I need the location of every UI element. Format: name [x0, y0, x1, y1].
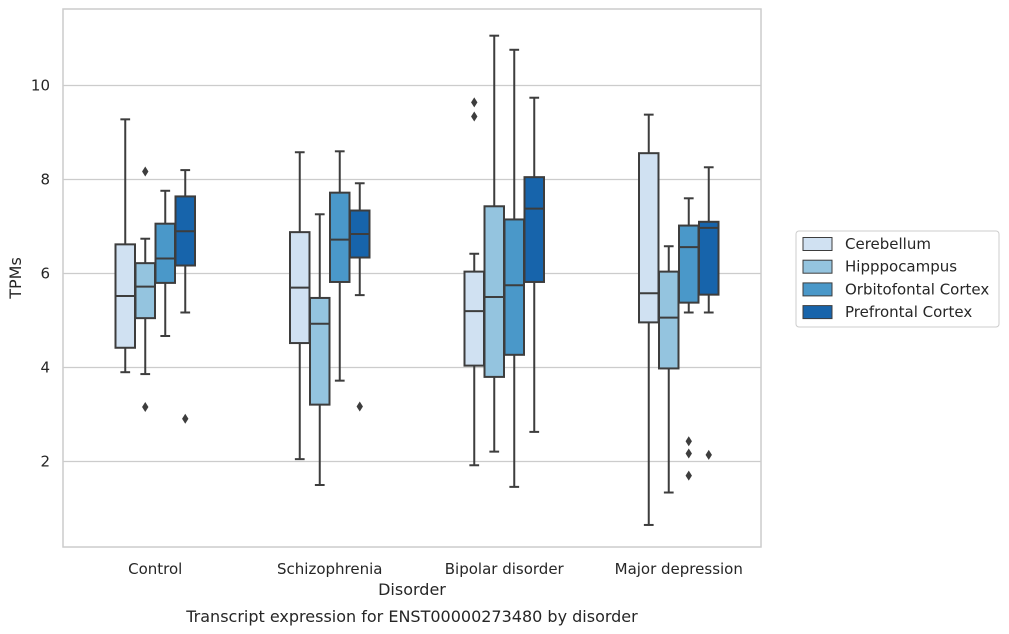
- iqr-box: [154, 222, 176, 284]
- legend-frame: [795, 230, 1000, 328]
- outlier-point: [685, 448, 692, 459]
- iqr-box: [698, 220, 720, 296]
- legend-swatch: [802, 282, 833, 297]
- y-tick-label: 10: [31, 77, 50, 95]
- box-hipppocampus: [134, 166, 156, 412]
- legend-swatch: [802, 259, 833, 274]
- y-tick-label: 2: [40, 453, 50, 471]
- outlier-point: [182, 413, 189, 424]
- legend: Cerebellum Hipppocampus Orbitofontal Corte…: [795, 230, 1000, 328]
- iqr-box: [309, 296, 331, 406]
- box-orbitofontal-cortex: [503, 48, 525, 488]
- box-hipppocampus: [658, 245, 680, 494]
- iqr-box: [483, 205, 505, 378]
- outlier-point: [142, 166, 149, 177]
- box-hipppocampus: [309, 213, 331, 486]
- iqr-box: [658, 270, 680, 370]
- box-prefrontal-cortex: [349, 182, 371, 412]
- box-prefrontal-cortex: [523, 96, 545, 433]
- box-prefrontal-cortex: [698, 166, 720, 460]
- iqr-box: [503, 218, 525, 356]
- y-axis-ticks: 2 4 6 8 10: [31, 77, 50, 471]
- outlier-point: [142, 401, 149, 412]
- box-cerebellum: [114, 118, 136, 374]
- outlier-point: [471, 97, 478, 108]
- outlier-point: [471, 111, 478, 122]
- iqr-box: [463, 270, 485, 367]
- box-cerebellum: [463, 97, 485, 467]
- y-tick-label: 6: [40, 265, 50, 283]
- y-tick-label: 8: [40, 171, 50, 189]
- iqr-box: [329, 191, 351, 283]
- x-tick-label: Major depression: [615, 560, 743, 578]
- box-orbitofontal-cortex: [329, 150, 351, 382]
- box-orbitofontal-cortex: [154, 189, 176, 338]
- chart-caption: Transcript expression for ENST0000027348…: [185, 607, 638, 626]
- plot-frame: [62, 8, 762, 548]
- x-axis-title: Disorder: [378, 580, 446, 599]
- iqr-box: [134, 262, 156, 320]
- box-hipppocampus: [483, 34, 505, 453]
- box-cerebellum: [289, 151, 311, 461]
- legend-swatch: [802, 237, 833, 251]
- outlier-point: [705, 449, 712, 460]
- outlier-point: [685, 470, 692, 481]
- outlier-point: [356, 401, 363, 412]
- legend-label: Prefrontal Cortex: [845, 303, 972, 321]
- legend-swatch: [802, 305, 833, 320]
- x-tick-label: Schizophrenia: [277, 560, 382, 578]
- box-prefrontal-cortex: [174, 169, 196, 424]
- x-axis-ticks: Control Schizophrenia Bipolar disorder Majo…: [128, 560, 743, 578]
- y-tick-label: 4: [40, 359, 50, 377]
- x-tick-label: Bipolar disorder: [445, 560, 565, 578]
- box-plots: [114, 34, 720, 526]
- y-axis-title: TPMs: [6, 257, 25, 300]
- iqr-box: [638, 152, 660, 324]
- iqr-box: [523, 176, 545, 283]
- outlier-point: [685, 436, 692, 447]
- x-tick-label: Control: [128, 560, 182, 578]
- legend-label: Hipppocampus: [845, 258, 957, 276]
- legend-label: Orbitofontal Cortex: [845, 280, 989, 298]
- box-orbitofontal-cortex: [678, 197, 700, 481]
- iqr-box: [678, 224, 700, 304]
- legend-label: Cerebellum: [845, 235, 931, 253]
- box-cerebellum: [638, 113, 660, 526]
